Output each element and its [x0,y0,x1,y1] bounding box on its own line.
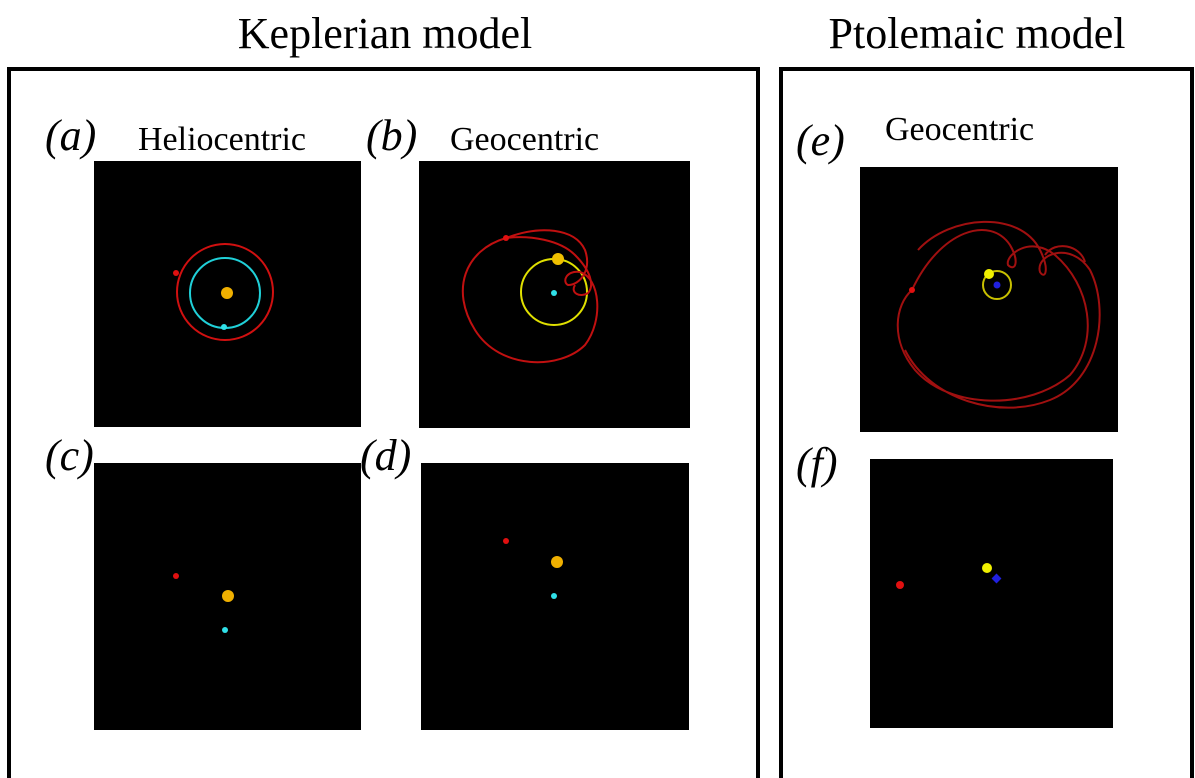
earth [551,290,557,296]
sun [552,253,564,265]
panel-e [860,167,1118,432]
earth [221,324,227,330]
panel-label: (d) [360,431,411,480]
panel-caption: Heliocentric [138,121,306,158]
panel-label: (b) [366,111,417,160]
sun [221,287,233,299]
mars [909,287,915,293]
sun [984,269,994,279]
panel-label: (f) [796,439,838,488]
mars [896,581,904,589]
sun [222,590,234,602]
panel-f [870,459,1113,728]
panel-label: (c) [45,431,94,480]
sun [982,563,992,573]
earth [222,627,228,633]
left-title: Keplerian model [238,9,532,58]
mars [503,235,509,241]
mars [173,573,179,579]
panel-label: (a) [45,111,96,160]
panel-caption: Geocentric [885,111,1034,148]
earth [551,593,557,599]
panel-label: (e) [796,116,845,165]
earth [994,282,1001,289]
figure: Keplerian model Ptolemaic model (a) Heli… [0,0,1195,778]
sun [551,556,563,568]
mars [173,270,179,276]
mars [503,538,509,544]
right-title: Ptolemaic model [829,9,1126,58]
panel-caption: Geocentric [450,121,599,158]
